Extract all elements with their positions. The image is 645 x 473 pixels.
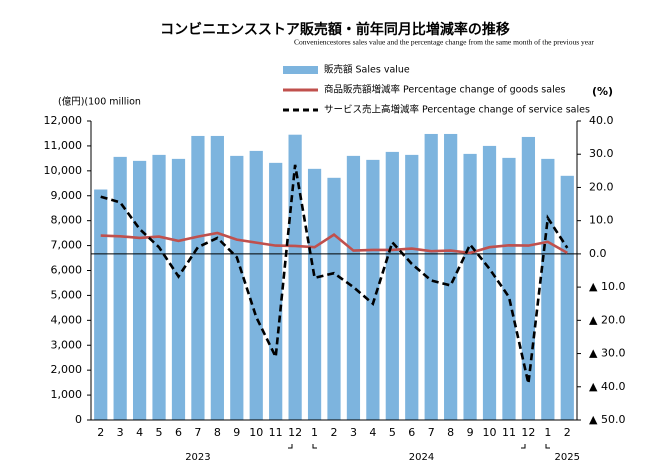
bar [502, 157, 516, 421]
bar [463, 153, 477, 420]
bar [94, 189, 108, 420]
x-tick-label: 2 [564, 426, 571, 439]
x-tick-label: 2 [97, 426, 104, 439]
chart-subtitle: Conveniencestores sales value and the pe… [294, 38, 594, 47]
x-tick-label: 12 [288, 426, 302, 439]
x-tick-label: 4 [369, 426, 376, 439]
y-tick-label: 1,000 [51, 388, 83, 401]
bar [541, 158, 555, 420]
x-tick-label: 1 [544, 426, 551, 439]
y2-tick-label: ▲ 20.0 [589, 313, 625, 326]
bar [385, 151, 399, 420]
y-tick-label: 2,000 [51, 363, 83, 376]
y2-tick-label: ▲ 30.0 [589, 347, 625, 360]
x-tick-label: 8 [447, 426, 454, 439]
x-tick-label: 3 [350, 426, 357, 439]
x-tick-label: 9 [467, 426, 474, 439]
bar [210, 135, 224, 420]
x-tick-label: 11 [269, 426, 283, 439]
y2-tick-label: 40.0 [589, 114, 614, 127]
x-tick-label: 5 [156, 426, 163, 439]
bar [405, 154, 419, 421]
bar [269, 162, 283, 421]
bar [560, 175, 574, 420]
x-tick-label: 7 [194, 426, 201, 439]
y2-tick-label: 0.0 [589, 247, 607, 260]
bar [327, 177, 341, 420]
bar [482, 145, 497, 420]
x-tick-label: 7 [428, 426, 435, 439]
x-tick-label: 8 [214, 426, 221, 439]
y-tick-label: 12,000 [44, 114, 83, 127]
y-tick-label: 7,000 [51, 239, 83, 252]
legend-label: サービス売上高増減率 Percentage change of service … [324, 104, 590, 116]
y-axis-label: (億円)(100 million [58, 96, 141, 108]
y2-tick-label: ▲ 10.0 [589, 280, 625, 293]
y2-tick-label: 20.0 [589, 180, 614, 193]
bar [230, 155, 244, 420]
line-series [100, 164, 569, 384]
x-tick-label: 3 [117, 426, 124, 439]
y-tick-label: 0 [75, 413, 82, 426]
x-tick-label: 6 [175, 426, 182, 439]
year-label: 2025 [555, 452, 580, 463]
y-tick-label: 11,000 [44, 139, 83, 152]
bar [521, 136, 536, 421]
year-separators [288, 444, 550, 449]
x-tick-label: 5 [389, 426, 396, 439]
y-tick-label: 9,000 [51, 189, 83, 202]
y2-tick-label: ▲ 40.0 [589, 380, 625, 393]
y-tick-label: 4,000 [51, 313, 83, 326]
x-tick-label: 9 [233, 426, 240, 439]
x-tick-label: 10 [249, 426, 263, 439]
y-tick-label: 6,000 [51, 264, 83, 277]
bar [132, 160, 147, 420]
bar [307, 168, 322, 420]
x-tick-label: 12 [521, 426, 535, 439]
legend-swatch [283, 66, 318, 74]
y2-tick-label: ▲ 50.0 [589, 413, 625, 426]
y2-tick-label: 10.0 [589, 214, 614, 227]
y-tick-label: 8,000 [51, 214, 83, 227]
y-tick-label: 10,000 [44, 164, 83, 177]
year-label: 2023 [185, 452, 210, 463]
x-tick-label: 6 [408, 426, 415, 439]
y-tick-label: 3,000 [51, 338, 83, 351]
bar [444, 133, 458, 420]
x-tick-label: 1 [311, 426, 318, 439]
line-series [100, 231, 568, 255]
x-tick-label: 2 [331, 426, 338, 439]
bar [152, 154, 166, 421]
legend-label: 販売額 Sales value [324, 64, 410, 76]
bar [366, 159, 380, 420]
x-tick-label: 10 [483, 426, 497, 439]
bar [191, 135, 205, 420]
bar [346, 155, 361, 420]
bar [288, 134, 302, 420]
x-tick-label: 4 [136, 426, 143, 439]
bar [249, 150, 263, 420]
bar [171, 158, 186, 420]
y2-tick-label: 30.0 [589, 147, 614, 160]
legend-label: 商品販売額増減率 Percentage change of goods sale… [324, 84, 566, 96]
chart-title: コンビニエンスストア販売額・前年同月比増減率の推移 [160, 21, 510, 38]
x-tick-label: 11 [502, 426, 516, 439]
y-tick-label: 5,000 [51, 288, 83, 301]
year-label: 2024 [409, 452, 434, 463]
y2-axis-label: (%) [592, 85, 613, 98]
bar [424, 133, 438, 420]
bar [113, 156, 127, 420]
